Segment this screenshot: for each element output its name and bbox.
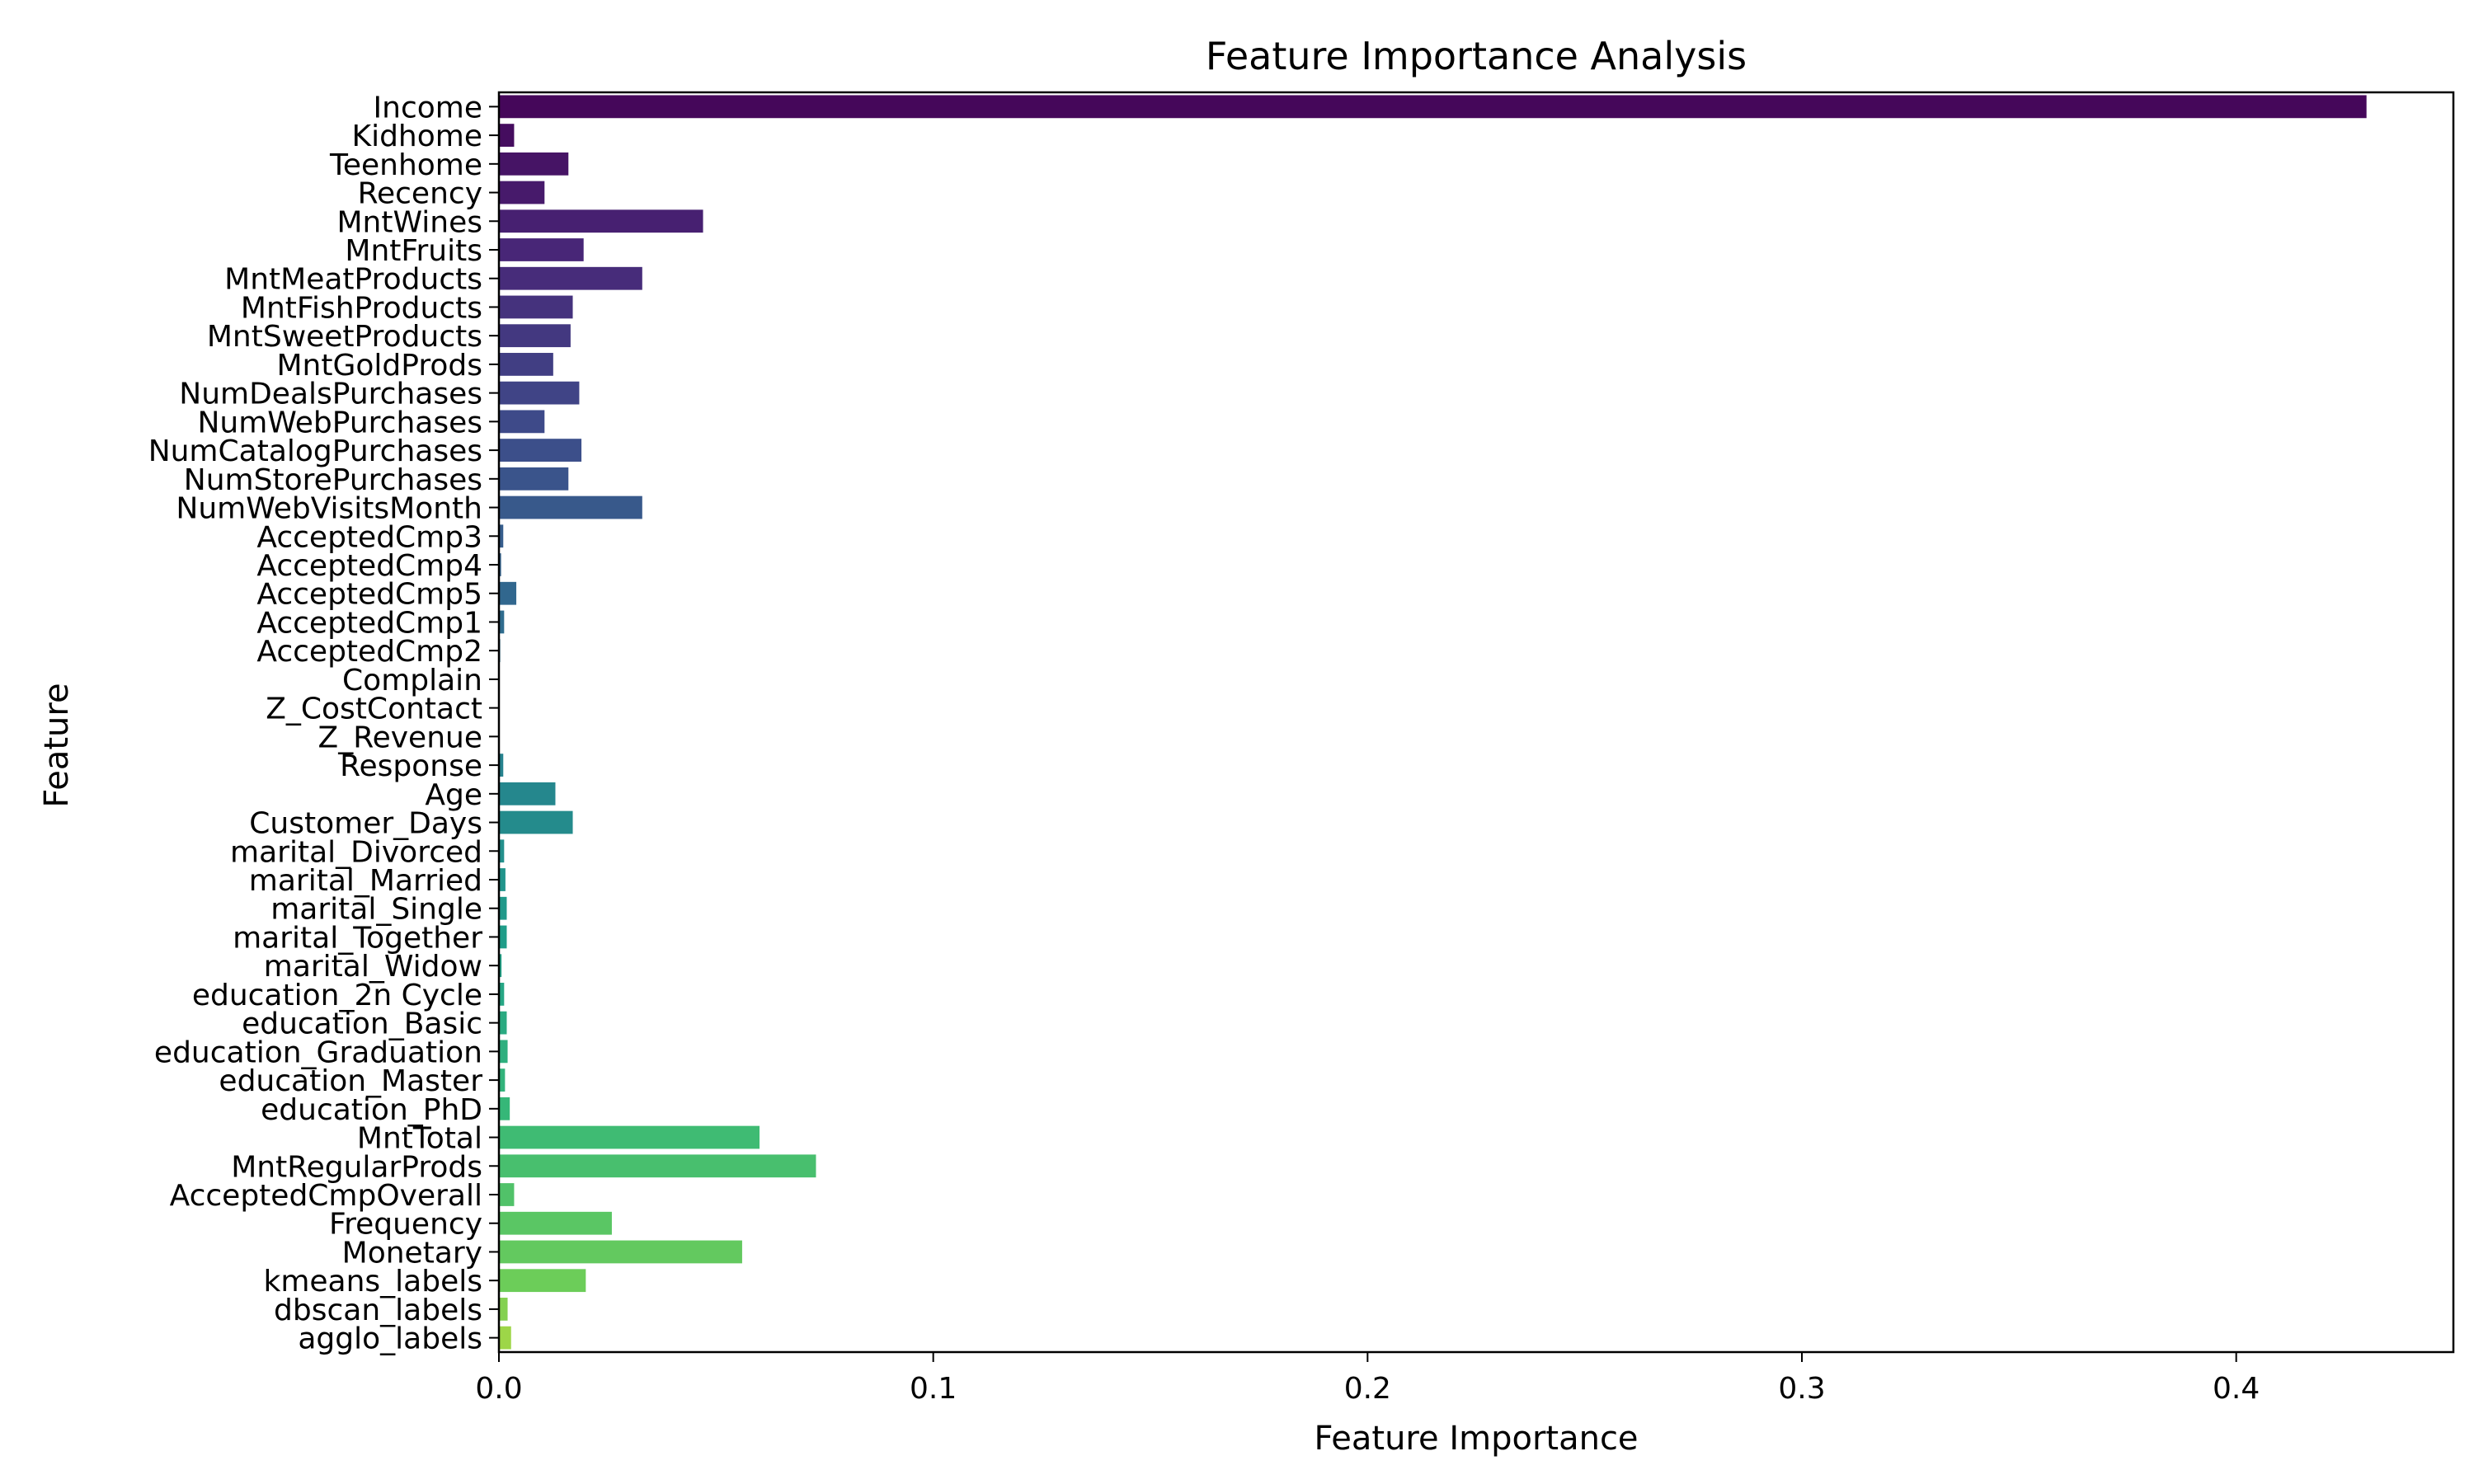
chart-title: Feature Importance Analysis xyxy=(1206,34,1747,78)
bar-teenhome xyxy=(499,152,569,176)
bar-monetary xyxy=(499,1240,742,1264)
bar-mntfruits xyxy=(499,238,584,261)
category-label: marital_Married xyxy=(249,864,482,898)
bar-acceptedcmp5 xyxy=(499,581,517,605)
category-label: Customer_Days xyxy=(249,807,482,841)
x-tick-label: 0.3 xyxy=(1778,1372,1825,1406)
bar-dbscan-labels xyxy=(499,1298,508,1321)
category-label: NumCatalogPurchases xyxy=(148,434,482,468)
category-label: dbscan_labels xyxy=(274,1294,482,1327)
x-tick-label: 0.4 xyxy=(2213,1372,2260,1406)
category-label: education_2n Cycle xyxy=(192,979,482,1012)
category-label: Income xyxy=(374,91,482,124)
bar-agglo-labels xyxy=(499,1326,511,1350)
category-label: NumDealsPurchases xyxy=(179,378,482,411)
y-axis-label: Feature xyxy=(38,683,76,807)
category-label: MntFishProducts xyxy=(241,291,482,325)
bar-education-master xyxy=(499,1068,506,1092)
bar-mntwines xyxy=(499,209,703,233)
category-label: Recency xyxy=(358,177,482,211)
category-label: AcceptedCmp3 xyxy=(256,520,482,554)
bar-acceptedcmp3 xyxy=(499,524,504,548)
bar-acceptedcmpoverall xyxy=(499,1183,515,1206)
bar-mnttotal xyxy=(499,1125,760,1149)
category-label: MntSweetProducts xyxy=(207,320,482,354)
category-label: Age xyxy=(425,778,482,812)
bar-marital-divorced xyxy=(499,839,505,863)
bar-mntgoldprods xyxy=(499,353,553,376)
bar-numdealspurchases xyxy=(499,381,580,405)
category-label: Complain xyxy=(342,664,482,697)
plot-frame xyxy=(497,91,2455,1354)
category-label: NumStorePurchases xyxy=(184,463,482,497)
bar-recency xyxy=(499,181,545,204)
bar-mntsweetproducts xyxy=(499,324,571,348)
category-label: education_Graduation xyxy=(154,1036,482,1069)
category-label: MntWines xyxy=(336,205,482,239)
bar-kidhome xyxy=(499,124,515,147)
category-label: Teenhome xyxy=(329,148,482,182)
category-label: AcceptedCmp2 xyxy=(256,635,482,669)
category-labels: IncomeKidhomeTeenhomeRecencyMntWinesMntF… xyxy=(148,91,499,1356)
category-label: marital_Widow xyxy=(264,950,482,984)
category-label: marital_Together xyxy=(233,921,482,955)
category-label: Z_CostContact xyxy=(266,693,482,726)
category-label: NumWebPurchases xyxy=(197,406,482,439)
category-label: AcceptedCmp5 xyxy=(256,578,482,612)
bar-age xyxy=(499,782,556,805)
category-label: marital_Divorced xyxy=(230,835,482,869)
category-label: MntRegularProds xyxy=(231,1150,482,1184)
category-label: agglo_labels xyxy=(298,1322,482,1356)
bar-numcatalogpurchases xyxy=(499,439,582,462)
category-label: Response xyxy=(340,749,482,783)
bar-mntfishproducts xyxy=(499,295,573,319)
category-label: Frequency xyxy=(329,1208,482,1242)
category-label: NumWebVisitsMonth xyxy=(176,492,482,526)
x-axis-label: Feature Importance xyxy=(1314,1420,1638,1458)
bar-income xyxy=(499,95,2367,119)
x-axis-ticks: 0.0 0.1 0.2 0.3 0.4 xyxy=(475,1352,2260,1406)
category-label: education_Basic xyxy=(242,1007,482,1041)
category-label: MntMeatProducts xyxy=(224,263,482,297)
category-label: education_Master xyxy=(219,1064,482,1098)
category-label: AcceptedCmp1 xyxy=(256,606,482,640)
bar-numstorepurchases xyxy=(499,467,569,491)
bar-group xyxy=(499,95,2367,1350)
bar-education-phd xyxy=(499,1097,510,1120)
bar-acceptedcmp1 xyxy=(499,610,505,634)
bar-education-basic xyxy=(499,1011,507,1035)
category-label: Kidhome xyxy=(351,120,482,153)
bar-marital-married xyxy=(499,868,506,891)
x-tick-label: 0.1 xyxy=(910,1372,957,1406)
category-label: AcceptedCmpOverall xyxy=(170,1179,482,1213)
bar-education-2n-cycle xyxy=(499,983,505,1006)
bar-mntregularprods xyxy=(499,1154,816,1178)
category-label: kmeans_labels xyxy=(263,1265,482,1298)
bar-marital-together xyxy=(499,925,507,949)
category-label: education_PhD xyxy=(261,1093,482,1127)
bar-kmeans-labels xyxy=(499,1269,586,1293)
category-label: MntGoldProds xyxy=(277,349,483,383)
bar-education-graduation xyxy=(499,1040,508,1064)
x-tick-label: 0.0 xyxy=(475,1372,522,1406)
bar-marital-widow xyxy=(499,954,502,978)
category-label: Monetary xyxy=(342,1236,482,1270)
x-tick-label: 0.2 xyxy=(1344,1372,1391,1406)
bar-frequency xyxy=(499,1211,612,1235)
bar-marital-single xyxy=(499,896,507,920)
bar-response xyxy=(499,754,504,777)
bar-customer-days xyxy=(499,810,573,834)
bar-mntmeatproducts xyxy=(499,266,642,290)
category-label: AcceptedCmp4 xyxy=(256,549,482,583)
category-label: MntTotal xyxy=(357,1122,482,1156)
bar-acceptedcmp4 xyxy=(499,553,501,576)
category-label: Z_Revenue xyxy=(318,721,482,754)
bar-numwebpurchases xyxy=(499,410,545,434)
category-label: marital_Single xyxy=(270,893,482,927)
category-label: MntFruits xyxy=(345,234,482,268)
bar-numwebvisitsmonth xyxy=(499,495,642,519)
